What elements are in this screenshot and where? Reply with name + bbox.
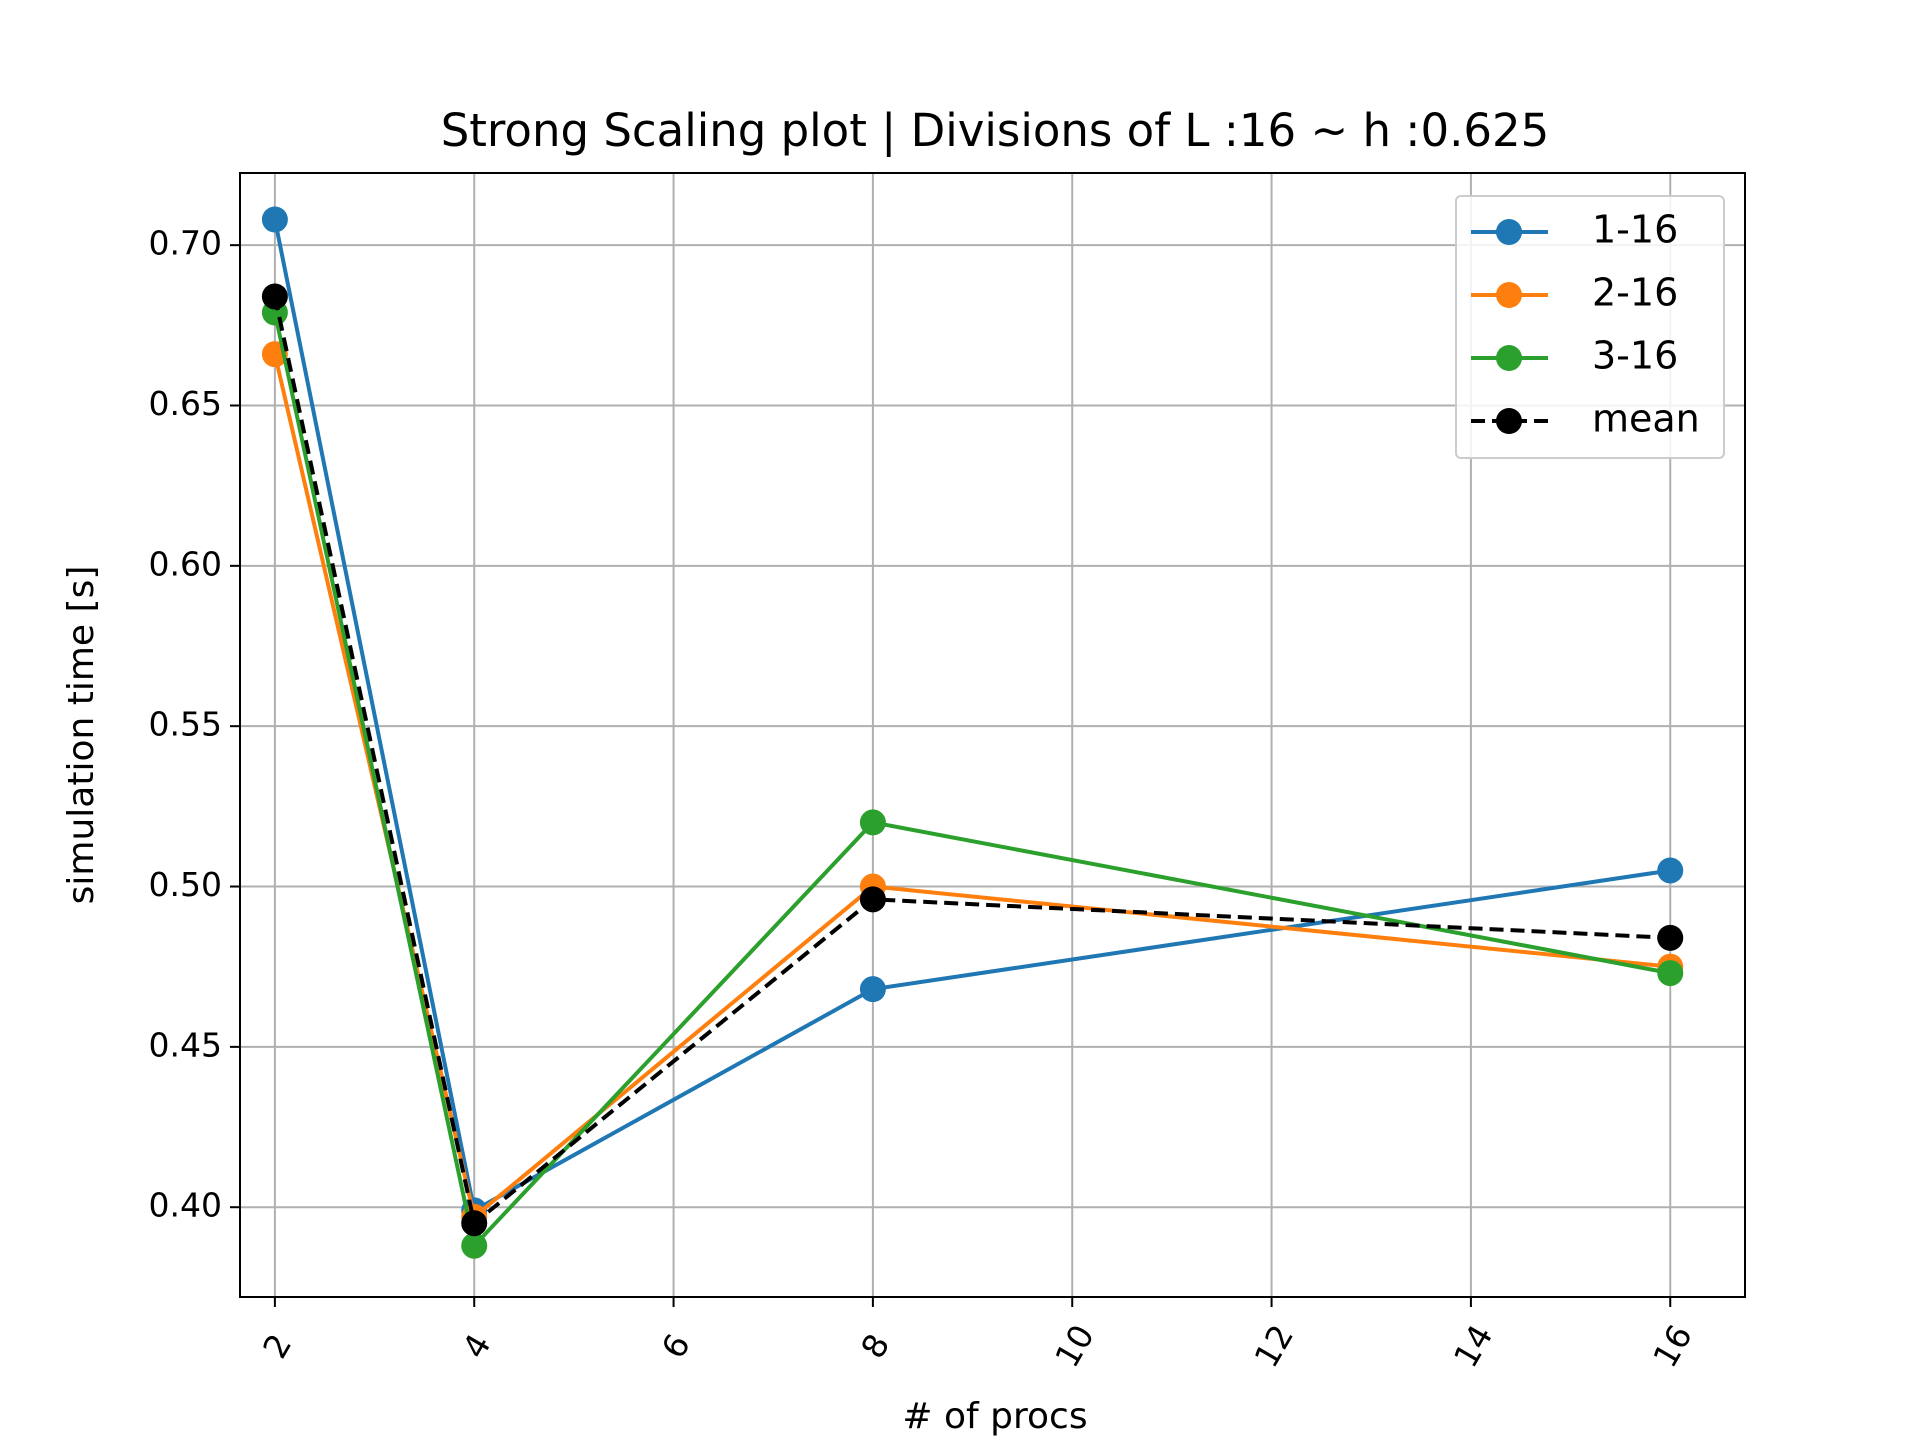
legend-box [1455, 195, 1725, 459]
series-line [272, 219, 1671, 1213]
legend-label: 1-16 [1592, 208, 1678, 252]
legend-label: 2-16 [1592, 271, 1678, 315]
legend-marker [1496, 219, 1522, 245]
legend-marker [1496, 282, 1522, 308]
y-tick-label: 0.70 [149, 224, 222, 263]
plot-area-frame [239, 172, 1746, 1298]
data-point [1657, 857, 1684, 884]
y-tick-label: 0.60 [149, 544, 222, 583]
legend-marker [1496, 345, 1522, 371]
y-axis-label: simulation time [s] [61, 566, 102, 905]
series-mean [261, 283, 1684, 1237]
data-point [859, 886, 886, 913]
series-layer [261, 206, 1684, 1259]
legend-label: mean [1592, 397, 1700, 441]
data-point [261, 283, 288, 310]
y-tick-label: 0.55 [149, 705, 222, 744]
series-line [272, 312, 1671, 1248]
legend-label: 3-16 [1592, 334, 1678, 378]
y-tick-label: 0.65 [149, 384, 222, 423]
data-point [261, 206, 288, 233]
y-tick-label: 0.45 [149, 1025, 222, 1064]
legend-entry: mean [1471, 397, 1700, 441]
legend-entry: 2-16 [1471, 271, 1678, 315]
data-point [859, 976, 886, 1003]
legend-marker [1496, 408, 1522, 434]
data-point [859, 809, 886, 836]
data-point [461, 1210, 488, 1237]
y-tick-label: 0.40 [149, 1186, 222, 1225]
grid [240, 173, 1745, 1297]
x-axis-label: # of procs [902, 1396, 1087, 1437]
chart-title: Strong Scaling plot | Divisions of L :16… [441, 104, 1550, 157]
legend-entry: 3-16 [1471, 334, 1678, 378]
legend: 1-16 2-16 3-16 mean [1455, 195, 1725, 459]
legend-entry: 1-16 [1471, 208, 1678, 252]
y-tick-label: 0.50 [149, 865, 222, 904]
data-point [461, 1232, 488, 1259]
series-line [272, 296, 1671, 1226]
data-point [1657, 924, 1684, 951]
data-point [1657, 960, 1684, 987]
